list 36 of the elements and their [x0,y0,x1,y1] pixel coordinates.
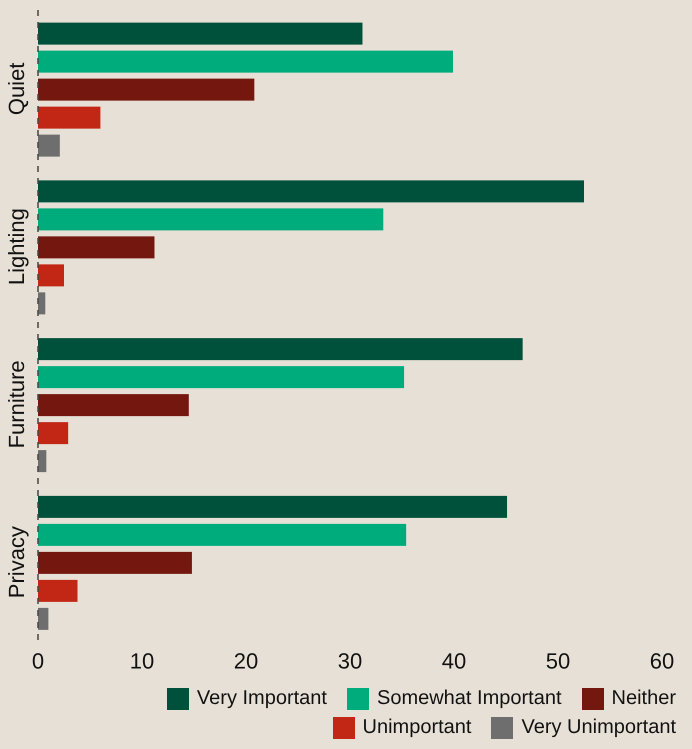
bar [38,134,60,157]
x-tick-label: 10 [130,648,154,674]
bar [38,78,254,101]
bar [38,22,362,45]
bar [38,50,453,73]
bar [38,552,192,574]
bar [38,236,154,258]
bar [38,394,189,416]
x-tick-label: 30 [338,648,362,674]
legend-label: Very Unimportant [521,716,676,739]
x-tick-label: 20 [234,648,258,674]
bar [38,338,523,360]
y-tick-label: Privacy [4,526,29,598]
bar [38,450,46,472]
bar [38,208,384,230]
bar [38,422,68,444]
x-tick-label: 40 [442,648,466,674]
y-tick-label: Lighting [4,208,29,286]
bar [38,264,64,286]
legend-label: Very Important [196,687,327,710]
bar [38,496,508,518]
x-tick-label: 50 [546,648,570,674]
legend-label: Unimportant [362,716,472,739]
y-tick-label: Furniture [4,360,29,448]
bar [38,106,100,129]
bar [38,180,584,202]
bar [38,580,78,602]
bar [38,524,406,546]
legend-label: Somewhat Important [376,687,562,710]
bar [38,366,404,388]
y-tick-label: Quiet [4,62,29,116]
bar [38,292,46,314]
x-tick-label: 60 [650,648,674,674]
legend-label: Neither [612,687,676,710]
bar [38,608,48,630]
x-tick-label: 0 [32,648,44,674]
